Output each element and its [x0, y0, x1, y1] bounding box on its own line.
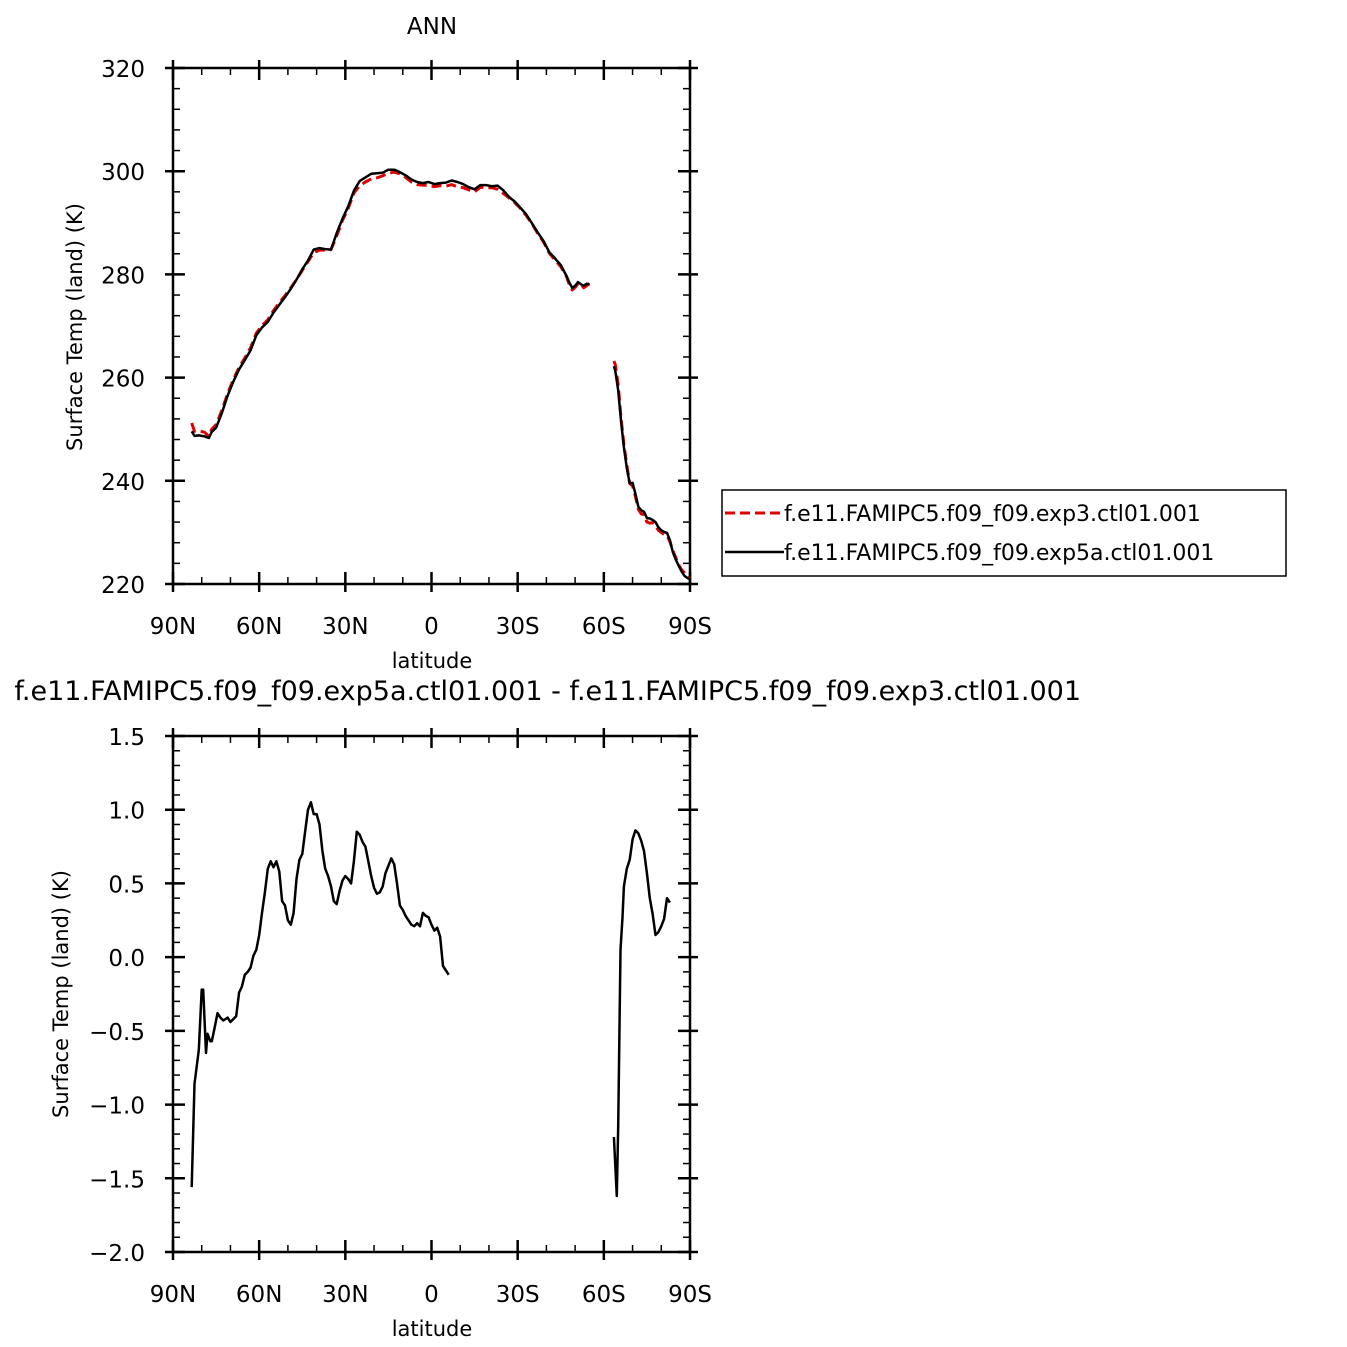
top-x-tick-label: 30S — [496, 614, 540, 640]
top-y-tick-label: 220 — [101, 573, 145, 599]
top-y-tick-label: 300 — [101, 160, 145, 186]
top-plot-area: 90N 60N 30N 0 30S 60S 90S 220 240 260 280 300 320 — [101, 57, 712, 640]
bottom-x-tick-label: 90N — [150, 1282, 196, 1308]
top-series-1-line-segment-1 — [612, 365, 691, 581]
legend: f.e11.FAMIPC5.f09_f09.exp3.ctl01.001 f.e… — [721, 489, 1287, 577]
bottom-y-tick-label: 1.0 — [108, 799, 145, 825]
bottom-y-tick-label: 0.5 — [108, 872, 145, 898]
bottom-series-0-line-segment-1 — [612, 829, 671, 1198]
legend-box — [721, 489, 1287, 577]
bottom-x-tick-label: 60N — [236, 1282, 282, 1308]
top-x-tick-label: 90S — [668, 614, 712, 640]
top-y-tick-label: 280 — [101, 263, 145, 289]
top-series-0-line-segment-1 — [612, 360, 691, 581]
top-y-axis-label: Surface Temp (land) (K) — [63, 203, 87, 451]
bottom-y-tick-label: 1.5 — [108, 725, 145, 751]
bottom-series-0-line-segment-0 — [190, 801, 450, 1188]
top-x-tick-label: 90N — [150, 614, 196, 640]
bottom-x-tick-label: 60S — [582, 1282, 626, 1308]
bottom-y-tick-label: −1.5 — [89, 1167, 145, 1193]
bottom-chart-title: f.e11.FAMIPC5.f09_f09.exp5a.ctl01.001 - … — [14, 676, 1081, 707]
top-x-tick-label: 30N — [322, 614, 368, 640]
legend-label-exp3: f.e11.FAMIPC5.f09_f09.exp3.ctl01.001 — [784, 502, 1201, 527]
bottom-x-tick-label: 90S — [668, 1282, 712, 1308]
top-y-tick-label: 240 — [101, 470, 145, 496]
bottom-y-tick-label: 0.0 — [108, 946, 145, 972]
bottom-y-tick-label: −1.0 — [89, 1094, 145, 1120]
bottom-y-tick-label: −2.0 — [89, 1241, 145, 1267]
top-x-tick-label: 0 — [424, 614, 439, 640]
top-plot-frame — [171, 66, 692, 586]
top-y-tick-label: 320 — [101, 57, 145, 83]
bottom-plot-frame — [171, 734, 692, 1254]
top-x-tick-label: 60S — [582, 614, 626, 640]
top-chart-title: ANN — [407, 14, 457, 40]
bottom-x-tick-label: 30S — [496, 1282, 540, 1308]
top-x-tick-label: 60N — [236, 614, 282, 640]
bottom-plot-area: 90N 60N 30N 0 30S 60S 90S −2.0 −1.5 −1.0 −0.5 0.0 0.… — [89, 725, 712, 1308]
bottom-x-axis-label: latitude — [392, 1317, 473, 1341]
top-y-tick-label: 260 — [101, 367, 145, 393]
bottom-y-axis-label: Surface Temp (land) (K) — [49, 870, 73, 1118]
top-series-0-line-segment-0 — [190, 170, 591, 438]
bottom-x-tick-label: 0 — [424, 1282, 439, 1308]
bottom-x-tick-label: 30N — [322, 1282, 368, 1308]
bottom-y-tick-label: −0.5 — [89, 1020, 145, 1046]
legend-label-exp5a: f.e11.FAMIPC5.f09_f09.exp5a.ctl01.001 — [784, 541, 1214, 566]
top-series-1-line-segment-0 — [190, 168, 590, 440]
top-x-axis-label: latitude — [392, 649, 473, 673]
